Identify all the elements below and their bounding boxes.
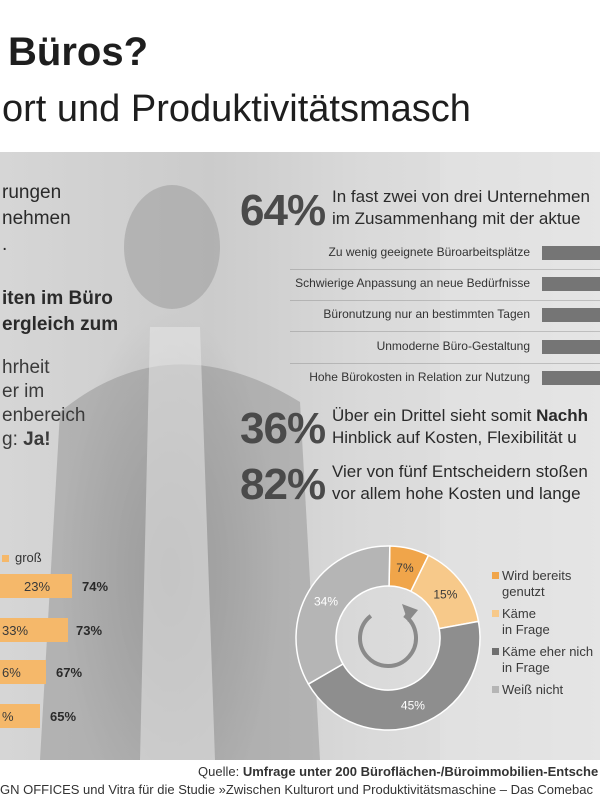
left-line-5: er im	[2, 381, 45, 402]
reason-bar-5	[542, 371, 600, 385]
left-table-total-4: 65%	[50, 709, 77, 724]
stat-36-line-1: Über ein Drittel sieht somit Nachh	[332, 405, 588, 427]
left-line-2: nehmen	[2, 208, 71, 229]
stat-number-82: 82%	[240, 460, 326, 509]
left-line-3: .	[2, 234, 8, 255]
source-bold: Umfrage unter 200 Büroflächen-/Büroimmob…	[242, 764, 599, 779]
left-table-bar-4	[0, 704, 40, 728]
reason-bar-2	[542, 277, 600, 291]
reason-bar-4	[542, 340, 600, 354]
legend-item-2: Käme in Frage	[492, 606, 550, 638]
donut-slice-4	[295, 545, 391, 686]
stat-36-line-1-bold: Nachh	[536, 406, 589, 425]
left-answer: g: Ja!	[2, 428, 51, 452]
left-table-total-2: 73%	[76, 623, 103, 638]
source-prefix: Quelle:	[198, 764, 243, 779]
left-table-bar-1-label: 23%	[24, 579, 51, 594]
legend-swatch-1	[492, 572, 499, 579]
legend-swatch-4	[492, 686, 499, 693]
reason-label-4: Unmoderne Büro-Gestaltung	[376, 339, 530, 353]
background-photo: rungen nehmen . iten im Büro ergleich zu…	[0, 152, 600, 760]
stat-64-line-1: In fast zwei von drei Unternehmen	[332, 187, 590, 206]
left-table-header-label: groß	[15, 550, 42, 565]
source-footer: Quelle: Umfrage unter 200 Büroflächen-/B…	[0, 760, 600, 800]
legend-label-1b: genutzt	[502, 584, 545, 599]
left-bold-line-2: ergleich zum	[2, 314, 119, 335]
legend-item-1: Wird bereits genutzt	[492, 568, 572, 600]
left-line-1: rungen	[2, 182, 62, 203]
reason-row-4: Unmoderne Büro-Gestaltung	[240, 336, 600, 364]
answer-prefix: g:	[2, 429, 24, 450]
legend-label-4a: Weiß nicht	[502, 682, 564, 697]
reason-row-2: Schwierige Anpassung an neue Bedürfnisse	[240, 273, 600, 301]
left-table-total-3: 67%	[56, 665, 83, 680]
left-table-bar-3	[0, 660, 46, 684]
left-table-header: groß	[2, 550, 42, 565]
page-subtitle: ort und Produktivitätsmasch	[2, 88, 471, 130]
source-line-1: Quelle: Umfrage unter 200 Büroflächen-/B…	[198, 764, 598, 779]
legend-swatch-2	[492, 610, 499, 617]
stat-82-line-2: vor allem hohe Kosten und lange	[332, 484, 581, 503]
reason-row-3: Büronutzung nur an bestimmten Tagen	[240, 304, 600, 332]
legend-label-3a: Käme eher nich	[502, 644, 594, 659]
legend-label-2a: Käme	[502, 606, 536, 621]
left-table-bar-2	[0, 618, 68, 642]
reason-label-3: Büronutzung nur an bestimmten Tagen	[323, 307, 530, 321]
left-line-4: hrheit	[2, 357, 50, 378]
stat-36-line-1-text: Über ein Drittel sieht somit	[332, 406, 537, 425]
reason-bar-3	[542, 308, 600, 322]
page-title: Büros?	[8, 30, 148, 74]
left-table-bar-1	[0, 574, 72, 598]
left-table-bar-2-label: 33%	[2, 623, 29, 638]
left-table-total-1: 74%	[82, 579, 109, 594]
stat-number-36: 36%	[240, 404, 326, 453]
legend-label-2b: in Frage	[502, 622, 550, 637]
reason-label-2: Schwierige Anpassung an neue Bedürfnisse	[295, 276, 530, 290]
donut-label-4: 34%	[314, 594, 338, 608]
refresh-icon	[358, 604, 418, 668]
legend-item-3: Käme eher nich in Frage	[492, 644, 594, 676]
reason-row-5: Hohe Bürokosten in Relation zur Nutzung	[240, 367, 600, 389]
reason-label-1: Zu wenig geeignete Büroarbeitsplätze	[328, 245, 530, 259]
donut-label-1: 7%	[396, 561, 414, 575]
source-line-2: GN OFFICES und Vitra für die Studie »Zwi…	[0, 782, 593, 797]
left-bold-line-1: iten im Büro	[2, 288, 113, 309]
stat-number-64: 64%	[240, 186, 326, 235]
left-table-bar-4-label: %	[2, 709, 14, 724]
stat-36-line-2: Hinblick auf Kosten, Flexibilität u	[332, 428, 577, 447]
stat-64-line-2: im Zusammenhang mit der aktue	[332, 209, 581, 228]
donut-slice-3	[307, 620, 481, 731]
donut-label-2: 15%	[433, 587, 457, 601]
legend-label-1a: Wird bereits	[502, 568, 572, 583]
donut-label-3: 45%	[401, 699, 425, 713]
reason-row-1: Zu wenig geeignete Büroarbeitsplätze	[240, 242, 600, 270]
left-table-bar-3-label: 6%	[2, 665, 21, 680]
left-line-6: enbereich	[2, 405, 86, 426]
legend-item-4: Weiß nicht	[492, 682, 564, 698]
reason-label-5: Hohe Bürokosten in Relation zur Nutzung	[309, 370, 530, 384]
legend-swatch-3	[492, 648, 499, 655]
answer-bold: Ja!	[23, 429, 51, 450]
legend-label-3b: in Frage	[502, 660, 550, 675]
donut-chart: 7% 15% 45% 34%	[295, 545, 481, 731]
stat-82-line-1: Vier von fünf Entscheidern stoßen	[332, 462, 588, 481]
reason-bar-1	[542, 246, 600, 260]
